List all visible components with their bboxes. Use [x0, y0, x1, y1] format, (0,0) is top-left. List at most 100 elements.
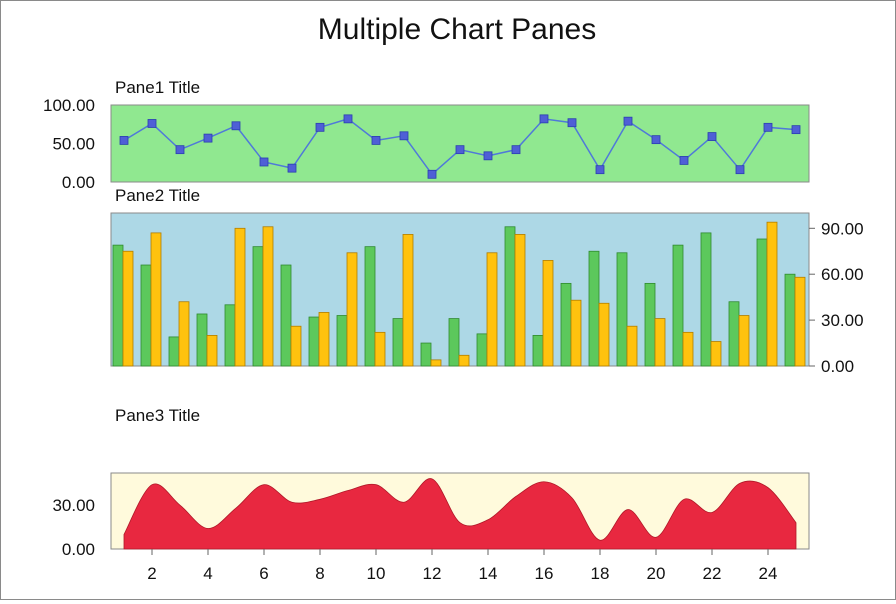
- bar-series-2: [346, 252, 358, 367]
- bar-series-2: [402, 234, 414, 367]
- bar-series-1: [336, 315, 348, 367]
- bar-series-1: [756, 238, 768, 367]
- data-point: [791, 125, 801, 135]
- bar-series-1: [560, 282, 572, 367]
- bar-series-2: [682, 331, 694, 367]
- pane-2: Pane2 Title 90.00 60.00 30.00 0.00: [110, 186, 864, 376]
- y-tick-label: 0.00: [62, 173, 95, 192]
- bar-series-2: [122, 250, 134, 367]
- bar-series-1: [700, 232, 712, 367]
- y-tick-label: 30.00: [821, 311, 864, 330]
- bar-series-1: [168, 336, 180, 367]
- data-point: [231, 121, 241, 131]
- data-point: [735, 165, 745, 175]
- bar-series-2: [794, 276, 806, 367]
- data-point: [399, 131, 409, 141]
- bar-series-1: [672, 244, 684, 367]
- data-point: [511, 145, 521, 155]
- x-tick-label: 10: [367, 564, 386, 583]
- data-point: [567, 118, 577, 128]
- x-tick-label: 16: [535, 564, 554, 583]
- y-tick-label: 30.00: [52, 496, 95, 515]
- bar-series-1: [504, 226, 516, 367]
- bar-series-1: [224, 304, 236, 367]
- pane-3-title: Pane3 Title: [115, 406, 200, 425]
- data-point: [175, 145, 185, 155]
- data-point: [371, 136, 381, 145]
- bar-series-1: [420, 342, 432, 367]
- bar-series-1: [588, 250, 600, 367]
- bar-series-1: [476, 333, 488, 367]
- bar-series-2: [570, 299, 582, 367]
- area-series: [123, 478, 797, 550]
- x-tick-label: 14: [479, 564, 498, 583]
- chart-title: Multiple Chart Panes: [318, 13, 596, 46]
- bar-series-2: [542, 260, 554, 367]
- data-point: [427, 169, 437, 179]
- data-point: [707, 132, 717, 141]
- pane-1-title: Pane1 Title: [115, 78, 200, 97]
- x-tick-label: 12: [423, 564, 442, 583]
- data-point: [119, 136, 129, 145]
- bar-series-1: [448, 318, 460, 367]
- bar-series-1: [784, 273, 796, 367]
- bar-series-2: [514, 234, 526, 367]
- data-point: [315, 122, 325, 132]
- bar-series-2: [766, 221, 778, 367]
- bar-series-1: [644, 282, 656, 367]
- bar-series-1: [364, 246, 376, 367]
- bar-series-2: [710, 341, 722, 367]
- pane-1-plot-area: [110, 104, 810, 183]
- bar-series-2: [178, 301, 190, 367]
- x-tick-label: 2: [147, 564, 156, 583]
- bar-series-2: [626, 325, 638, 367]
- bar-series-2: [318, 312, 330, 367]
- bar-series-2: [738, 315, 750, 367]
- data-point: [679, 156, 689, 165]
- bar-series-2: [486, 252, 498, 367]
- data-point: [483, 151, 493, 161]
- data-point: [763, 122, 773, 132]
- bar-series-1: [616, 252, 628, 367]
- data-point: [455, 145, 465, 155]
- bar-series-1: [280, 264, 292, 367]
- bar-series-2: [374, 331, 386, 367]
- x-tick-label: 8: [315, 564, 324, 583]
- data-point: [539, 114, 549, 124]
- bar-series-1: [112, 244, 124, 367]
- data-point: [147, 119, 157, 128]
- bar-series-2: [206, 334, 218, 367]
- bar-series-2: [234, 227, 246, 367]
- bar-series-2: [598, 302, 610, 367]
- bar-series-2: [654, 318, 666, 367]
- pane-2-title: Pane2 Title: [115, 186, 200, 205]
- bar-series-2: [150, 232, 162, 367]
- x-tick-label: 6: [259, 564, 268, 583]
- y-tick-label: 60.00: [821, 265, 864, 284]
- y-tick-label: 0.00: [62, 540, 95, 559]
- bar-series-2: [458, 354, 470, 367]
- bar-series-1: [140, 264, 152, 367]
- pane-1: Pane1 Title 100.00 50.00 0.00: [43, 78, 810, 192]
- bar-series-2: [262, 226, 274, 367]
- data-point: [343, 114, 353, 124]
- x-tick-label: 24: [759, 564, 778, 583]
- y-tick-label: 100.00: [43, 96, 95, 115]
- data-point: [595, 165, 605, 175]
- y-tick-label: 90.00: [821, 219, 864, 238]
- bar-series-1: [308, 316, 320, 367]
- data-point: [259, 157, 269, 167]
- bar-series-2: [290, 325, 302, 367]
- bar-series-1: [252, 246, 264, 367]
- x-tick-label: 20: [647, 564, 666, 583]
- bar-series-1: [532, 334, 544, 367]
- bar-series-1: [392, 318, 404, 367]
- data-point: [203, 133, 213, 143]
- data-point: [287, 163, 297, 173]
- y-tick-label: 0.00: [821, 357, 854, 376]
- x-tick-label: 4: [203, 564, 212, 583]
- y-tick-label: 50.00: [52, 135, 95, 154]
